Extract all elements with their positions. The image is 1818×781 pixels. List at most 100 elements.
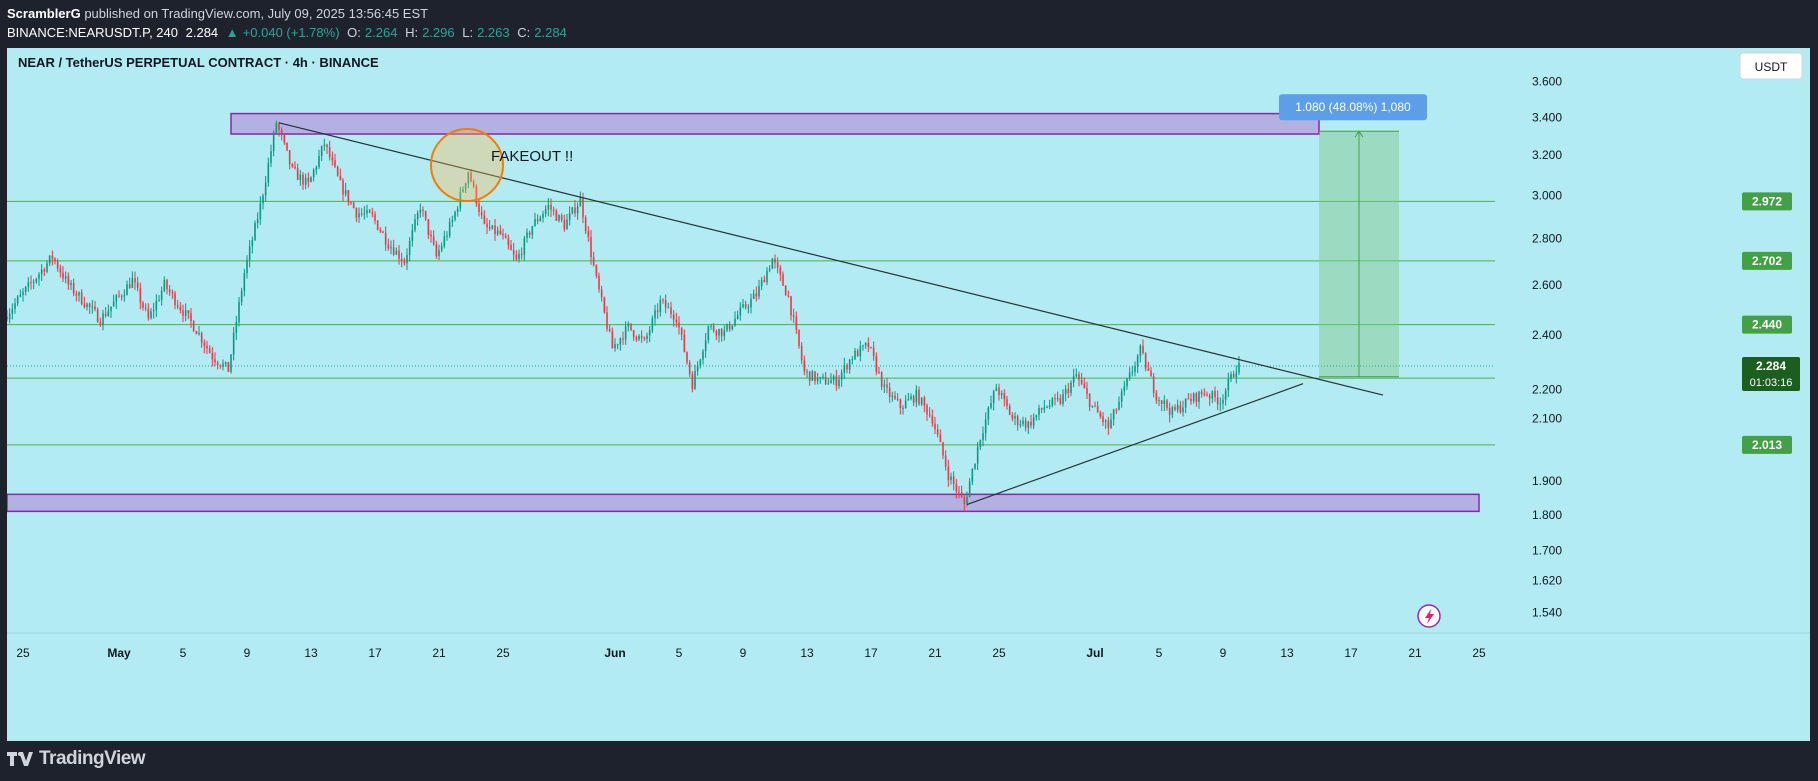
candle-body bbox=[808, 371, 811, 381]
candle-body bbox=[1059, 398, 1062, 404]
candle-body bbox=[299, 174, 302, 181]
candle-body bbox=[832, 376, 835, 381]
candle-body bbox=[640, 335, 643, 338]
candle-body bbox=[862, 345, 864, 347]
candle-body bbox=[379, 229, 382, 232]
candle-body bbox=[336, 166, 339, 176]
chart-title: NEAR / TetherUS PERPETUAL CONTRACT · 4h … bbox=[18, 55, 379, 70]
candle-body bbox=[712, 325, 715, 332]
candle-body bbox=[291, 164, 294, 167]
candle-body bbox=[1072, 376, 1075, 383]
candle-body bbox=[203, 342, 206, 346]
candle-body bbox=[635, 337, 638, 340]
candle-body bbox=[387, 244, 390, 249]
candle-body bbox=[560, 215, 563, 221]
candle-body bbox=[886, 384, 888, 388]
currency-label: USDT bbox=[1755, 60, 1788, 74]
candle-body bbox=[507, 238, 510, 246]
candle-body bbox=[1096, 406, 1099, 413]
candle-body bbox=[403, 261, 406, 264]
candle-body bbox=[395, 250, 398, 255]
candle-body bbox=[1139, 345, 1142, 357]
x-tick-label: 25 bbox=[1472, 646, 1486, 660]
candle-body bbox=[352, 202, 355, 209]
candle-body bbox=[499, 230, 502, 234]
candle-body bbox=[326, 144, 328, 148]
candle-body bbox=[1024, 420, 1027, 428]
candle-body bbox=[734, 318, 736, 326]
candle-body bbox=[408, 240, 411, 255]
candle-body bbox=[1136, 356, 1139, 367]
chart-area[interactable]: FAKEOUT !! 1.080 (48.08%) 1,080 3.600 3.400… bbox=[7, 48, 1810, 741]
candle-body bbox=[424, 210, 427, 220]
candle-body bbox=[278, 123, 280, 130]
candle-body bbox=[1195, 393, 1198, 403]
candle-body bbox=[523, 238, 526, 255]
candle-body bbox=[1110, 419, 1112, 428]
measure-label-pill bbox=[1279, 94, 1427, 121]
candle-body bbox=[760, 279, 763, 287]
candle-body bbox=[1003, 393, 1006, 400]
x-tick-label: Jul bbox=[1086, 646, 1103, 660]
candle-body bbox=[131, 278, 134, 288]
candle-body bbox=[432, 236, 435, 245]
candle-body bbox=[1091, 405, 1094, 407]
candle-body bbox=[1128, 372, 1131, 379]
candle-body bbox=[894, 395, 896, 399]
candle-body bbox=[155, 300, 158, 311]
candle-body bbox=[1115, 409, 1118, 411]
price-chart[interactable]: FAKEOUT !! 1.080 (48.08%) 1,080 3.600 3.400… bbox=[7, 48, 1810, 741]
candle-body bbox=[64, 276, 67, 279]
candle-body bbox=[590, 236, 592, 258]
candle-body bbox=[448, 222, 451, 236]
candle-body bbox=[792, 315, 795, 318]
candle-body bbox=[515, 254, 518, 260]
candle-body bbox=[968, 481, 971, 498]
candle-body bbox=[232, 332, 235, 355]
author-name[interactable]: ScramblerG bbox=[7, 6, 81, 21]
candle-body bbox=[728, 324, 731, 330]
candle-body bbox=[758, 286, 760, 297]
x-tick-label: Jun bbox=[604, 646, 625, 660]
high-value: 2.296 bbox=[422, 25, 455, 40]
y-tick-label: 1.900 bbox=[1532, 474, 1562, 488]
candle-body bbox=[86, 303, 88, 308]
candle-body bbox=[1022, 420, 1024, 425]
candle-body bbox=[158, 299, 160, 301]
candle-body bbox=[256, 218, 259, 224]
fakeout-label: FAKEOUT !! bbox=[491, 148, 573, 165]
candle-body bbox=[587, 231, 590, 237]
candle-body bbox=[230, 354, 232, 372]
candle-body bbox=[491, 225, 494, 229]
x-tick-label: 13 bbox=[1280, 646, 1294, 660]
last-price-text: 2.284 bbox=[1756, 359, 1786, 373]
candle-body bbox=[270, 151, 272, 163]
candle-body bbox=[443, 236, 446, 247]
candle-body bbox=[107, 311, 110, 316]
candle-body bbox=[30, 282, 32, 284]
x-tick-label: 17 bbox=[368, 646, 382, 660]
candle-body bbox=[1102, 416, 1104, 423]
candle-body bbox=[54, 258, 56, 262]
candle-body bbox=[219, 364, 222, 367]
candle-body bbox=[694, 370, 696, 390]
candle-body bbox=[198, 333, 200, 335]
candle-body bbox=[550, 204, 552, 210]
candle-body bbox=[1235, 372, 1238, 378]
candle-body bbox=[1086, 388, 1088, 395]
tradingview-brand[interactable]: TradingView bbox=[39, 748, 146, 769]
level-price-tag bbox=[1742, 315, 1792, 334]
candle-body bbox=[992, 390, 995, 404]
candle-body bbox=[811, 371, 814, 381]
candle-body bbox=[787, 295, 790, 297]
candle-body bbox=[720, 328, 723, 337]
candle-body bbox=[776, 262, 779, 268]
candle-body bbox=[182, 310, 184, 316]
candle-body bbox=[118, 295, 120, 297]
candle-body bbox=[363, 213, 366, 215]
y-tick-label: 2.800 bbox=[1532, 232, 1562, 246]
candle-body bbox=[630, 323, 632, 331]
candle-body bbox=[486, 223, 488, 228]
candle-body bbox=[1163, 400, 1166, 404]
level-price-text: 2.440 bbox=[1752, 318, 1782, 332]
